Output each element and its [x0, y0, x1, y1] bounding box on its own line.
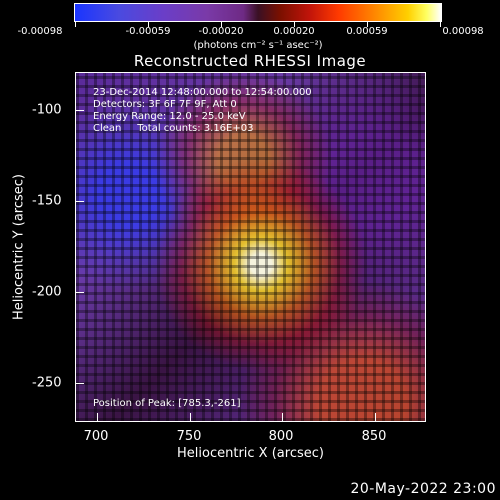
y-tick [76, 292, 84, 293]
colorbar-tick-label: -0.00059 [125, 26, 171, 37]
x-tick-label: 750 [176, 429, 202, 444]
y-tick [76, 110, 84, 111]
timestamp: 20-May-2022 23:00 [350, 481, 496, 497]
colorbar-tick [148, 21, 149, 27]
y-tick-label: -150 [32, 193, 62, 209]
x-tick-label: 700 [83, 429, 109, 444]
x-tick-label: 800 [268, 429, 294, 444]
heatmap-image [76, 73, 425, 421]
colorbar-tick [75, 21, 76, 27]
x-tick-label: 850 [361, 429, 387, 444]
colorbar-tick-label: -0.00020 [198, 26, 244, 37]
colorbar [74, 3, 442, 22]
heatmap-texture [76, 73, 425, 421]
info-detectors: Detectors: 3F 6F 7F 9F, Att 0 [93, 99, 237, 110]
y-tick [76, 383, 84, 384]
colorbar-tick [221, 21, 222, 27]
y-tick-label: -200 [32, 284, 62, 300]
y-tick-label: -250 [32, 375, 62, 391]
colorbar-tick [367, 21, 368, 27]
colorbar-tick-label: 0.00059 [346, 26, 388, 37]
plot-title: Reconstructed RHESSI Image [133, 52, 367, 70]
colorbar-tick [294, 21, 295, 27]
info-method-counts: Clean Total counts: 3.16E+03 [93, 123, 254, 134]
x-axis-label: Heliocentric X (arcsec) [177, 446, 324, 461]
colorbar-tick-label: 0.00020 [273, 26, 315, 37]
y-axis-label: Heliocentric Y (arcsec) [11, 174, 27, 320]
info-energy-range: Energy Range: 12.0 - 25.0 keV [93, 111, 246, 122]
colorbar-tick [440, 21, 441, 27]
colorbar-tick-label: -0.00098 [17, 26, 63, 37]
x-tick [97, 413, 98, 421]
info-time-range: 23-Dec-2014 12:48:00.000 to 12:54:00.000 [93, 87, 312, 98]
y-tick-label: -100 [32, 102, 62, 118]
x-tick [375, 413, 376, 421]
y-tick [76, 201, 84, 202]
colorbar-tick-label: 0.00098 [442, 26, 484, 37]
x-tick [282, 413, 283, 421]
image-plot: 23-Dec-2014 12:48:00.000 to 12:54:00.000… [75, 72, 426, 422]
colorbar-units: (photons cm⁻² s⁻¹ asec⁻²) [193, 40, 323, 51]
x-tick [190, 413, 191, 421]
info-peak-position: Position of Peak: [785.3,-261] [93, 398, 241, 409]
